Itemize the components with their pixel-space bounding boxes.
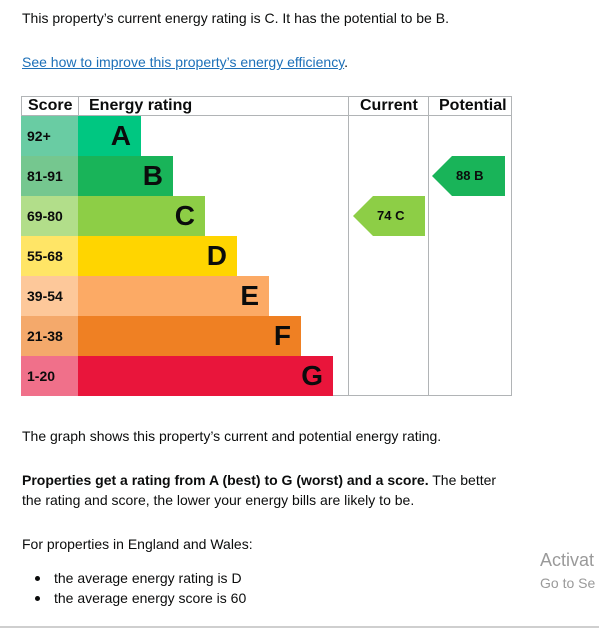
band-score: 39-54 (21, 276, 78, 316)
band-bar: F (78, 316, 301, 356)
energy-rating-header: Energy rating (89, 97, 193, 114)
rating-explanation-line2: the rating and score, the lower your ene… (22, 492, 415, 508)
table-border-right (511, 96, 512, 396)
potential-rating-label: 88 B (456, 168, 484, 183)
list-item: the average energy score is 60 (22, 588, 246, 608)
band-bar: A (78, 116, 141, 156)
bottom-divider (0, 626, 599, 628)
score-header: Score (28, 97, 73, 114)
table-border-top (21, 96, 512, 97)
band-score: 55-68 (21, 236, 78, 276)
band-score: 92+ (21, 116, 78, 156)
band-bar: G (78, 356, 333, 396)
rating-explanation-line1: Properties get a rating from A (best) to… (22, 470, 496, 490)
averages-list: the average energy rating is D the avera… (22, 568, 246, 608)
band-letter: A (110, 120, 131, 151)
rating-explanation-rest: The better (428, 472, 497, 488)
potential-arrow-shape (432, 156, 505, 196)
current-rating-label: 74 C (377, 208, 405, 223)
rating-explanation-bold: Properties get a rating from A (best) to… (22, 472, 429, 488)
improve-efficiency-link[interactable]: See how to improve this property’s energ… (22, 54, 345, 70)
band-letter: E (240, 280, 259, 311)
band-bar: E (78, 276, 269, 316)
energy-rating-table: Score Energy rating Current Potential 92… (21, 96, 512, 396)
current-rating-arrow: 74 C (353, 196, 425, 236)
activate-windows-watermark: Activat (540, 550, 595, 570)
band-letter: F (273, 320, 291, 351)
current-header: Current (360, 97, 418, 114)
improve-line: See how to improve this property’s energ… (22, 52, 348, 72)
current-column-divider (348, 96, 349, 396)
band-bar: C (78, 196, 205, 236)
current-arrow-shape (353, 196, 425, 236)
potential-rating-arrow: 88 B (432, 156, 505, 196)
band-letter: G (301, 360, 323, 391)
potential-column-divider (428, 96, 429, 396)
header-divider (21, 115, 512, 116)
intro-text: This property’s current energy rating is… (22, 10, 449, 26)
band-bar: B (78, 156, 173, 196)
band-letter: D (206, 240, 227, 271)
band-score: 21-38 (21, 316, 78, 356)
band-score: 69-80 (21, 196, 78, 236)
improve-link-suffix: . (344, 54, 349, 70)
band-score: 1-20 (21, 356, 78, 396)
england-wales-heading: For properties in England and Wales: (22, 536, 253, 552)
score-divider (78, 96, 79, 116)
potential-header: Potential (439, 97, 507, 114)
band-letter: C (174, 200, 195, 231)
band-letter: B (142, 160, 163, 191)
list-item: the average energy rating is D (22, 568, 246, 588)
band-bar: D (78, 236, 237, 276)
graph-note: The graph shows this property’s current … (22, 428, 442, 444)
activate-windows-subtext: Go to Se (540, 575, 596, 591)
band-score: 81-91 (21, 156, 78, 196)
